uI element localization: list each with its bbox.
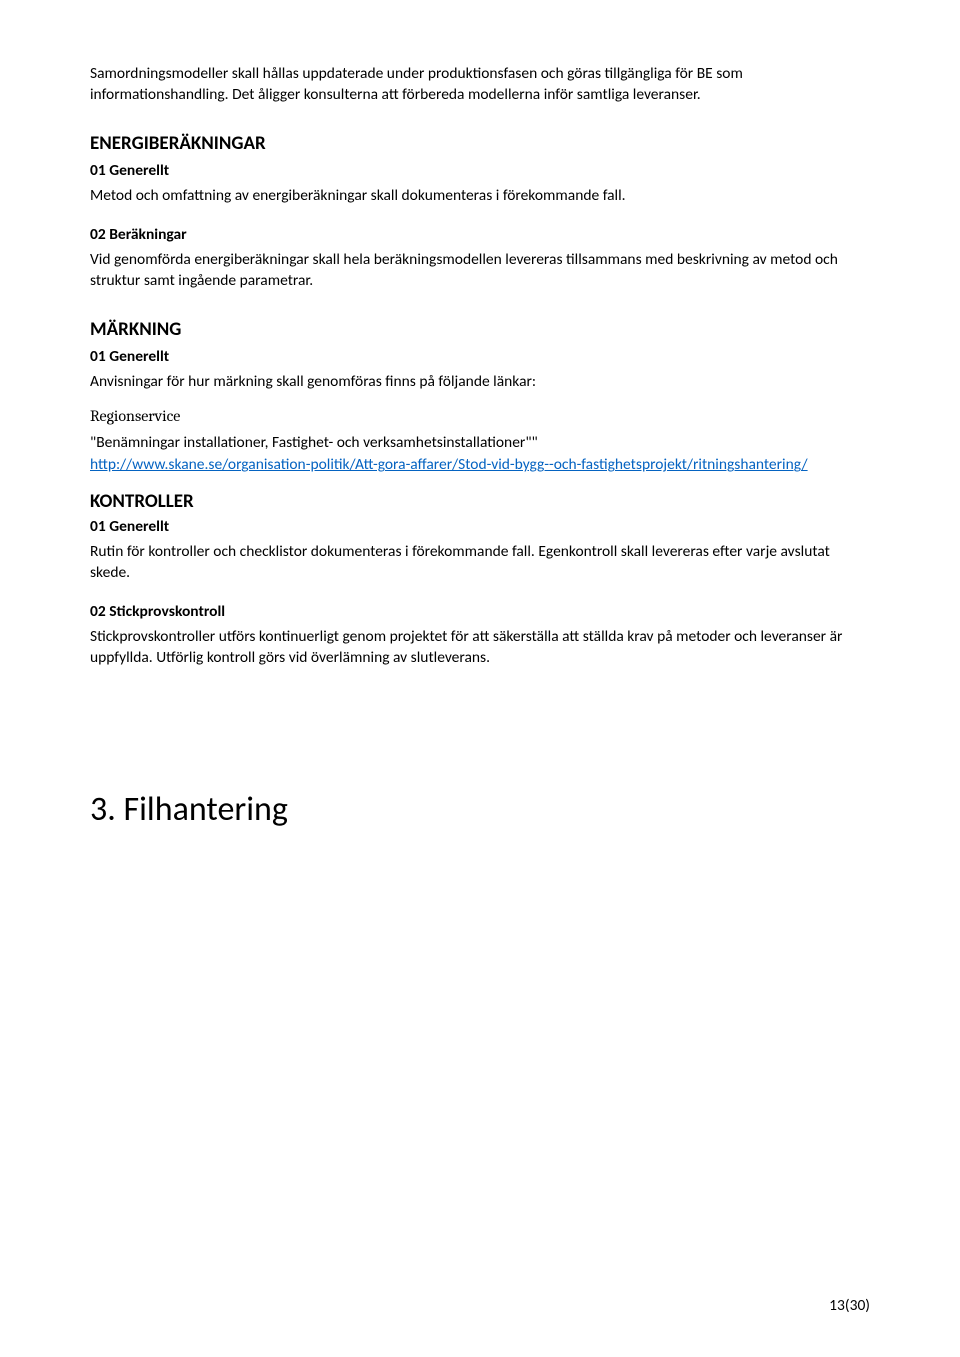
kontroller-01-text: Rutin för kontroller och checklistor dok…	[90, 542, 870, 584]
page: Samordningsmodeller skall hållas uppdate…	[0, 0, 960, 1357]
energi-02-text: Vid genomförda energiberäkningar skall h…	[90, 250, 870, 292]
ritningshantering-link[interactable]: http://www.skane.se/organisation-politik…	[90, 455, 870, 476]
markning-heading: MÄRKNING	[90, 318, 870, 341]
kontroller-01-label: 01 Generellt	[90, 517, 870, 536]
benamningar-text: "Benämningar installationer, Fastighet- …	[90, 433, 870, 454]
kontroller-heading: KONTROLLER	[90, 490, 870, 513]
markning-01-label: 01 Generellt	[90, 347, 870, 366]
energi-heading: ENERGIBERÄKNINGAR	[90, 132, 870, 155]
energi-01-label: 01 Generellt	[90, 161, 870, 180]
energi-02-label: 02 Beräkningar	[90, 225, 870, 244]
intro-paragraph: Samordningsmodeller skall hållas uppdate…	[90, 64, 870, 106]
markning-01-text: Anvisningar för hur märkning skall genom…	[90, 372, 870, 393]
kontroller-02-label: 02 Stickprovskontroll	[90, 602, 870, 621]
kontroller-02-text: Stickprovskontroller utförs kontinuerlig…	[90, 627, 870, 669]
energi-01-text: Metod och omfattning av energiberäkninga…	[90, 186, 870, 207]
chapter-heading: 3. Filhantering	[90, 789, 870, 830]
page-number: 13(30)	[829, 1296, 870, 1315]
regionservice-label: Regionservice	[90, 407, 870, 425]
